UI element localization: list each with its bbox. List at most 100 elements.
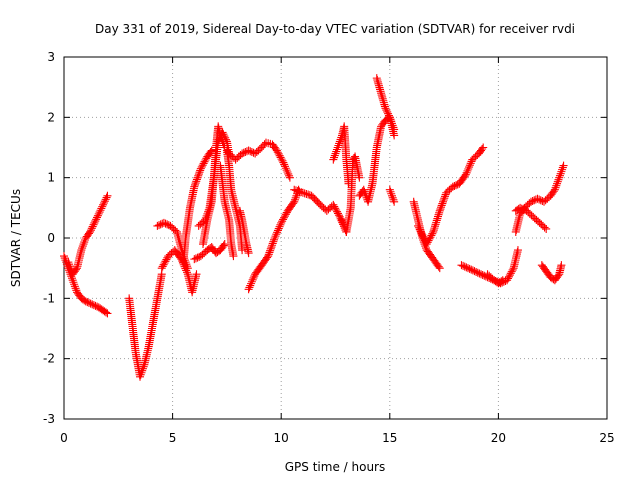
data-point-arc-23	[460, 262, 469, 271]
data-point-arc-22	[462, 168, 471, 177]
data-point-arc-12	[281, 164, 290, 173]
data-point-arc-6	[192, 177, 201, 186]
data-point-arc-2	[64, 258, 73, 267]
data-points	[60, 74, 568, 381]
data-point-arc-15	[291, 186, 300, 195]
data-point-arc-19	[390, 125, 399, 134]
data-point-arc-12	[280, 160, 289, 169]
data-point-arc-24	[505, 271, 514, 280]
data-point-arc-22	[439, 195, 448, 204]
data-point-arc-14	[268, 241, 277, 250]
data-point-arc-26	[516, 203, 525, 212]
data-point-arc-22	[440, 192, 449, 201]
data-point-arc-22	[448, 182, 457, 191]
data-point-arc-15	[333, 207, 342, 216]
data-point-arc-18	[359, 185, 368, 194]
data-point-arc-16	[332, 147, 341, 156]
data-point-arc-12	[285, 173, 294, 182]
data-point-arc-2	[84, 229, 93, 238]
data-point-arc-2	[94, 209, 103, 218]
data-point-arc-23	[472, 267, 481, 276]
data-point-arc-2	[77, 246, 86, 255]
data-point-arc-2	[99, 199, 108, 208]
data-point-arc-1	[72, 286, 81, 295]
data-point-arc-2	[78, 244, 87, 253]
data-point-arc-3	[138, 364, 147, 373]
data-point-arc-22	[429, 227, 438, 236]
data-point-arc-12	[274, 149, 283, 158]
data-point-arc-1	[70, 282, 79, 291]
data-point-arc-22	[478, 145, 487, 154]
data-point-arc-16	[329, 155, 338, 164]
data-point-arc-14	[247, 277, 256, 286]
data-point-arc-5	[182, 268, 191, 277]
data-point-arc-14	[280, 212, 289, 221]
x-tick-label: 25	[599, 431, 614, 445]
data-point-arc-16	[333, 143, 342, 152]
data-point-arc-2	[95, 208, 104, 217]
data-point-arc-6	[192, 175, 201, 184]
data-point-arc-22	[424, 236, 433, 245]
data-point-arc-22	[465, 163, 474, 172]
data-point-arc-9	[222, 135, 231, 144]
data-point-arc-22	[433, 214, 442, 223]
data-point-arc-25	[533, 194, 542, 203]
data-point-arc-15	[300, 189, 309, 198]
data-point-arc-12	[275, 151, 284, 160]
data-point-arc-6	[197, 162, 206, 171]
data-point-arc-19	[389, 123, 398, 132]
data-point-arc-15	[295, 187, 304, 196]
chart-title: Day 331 of 2019, Sidereal Day-to-day VTE…	[95, 22, 575, 36]
data-point-arc-6	[190, 180, 199, 189]
data-point-arc-14	[246, 281, 255, 290]
data-point-arc-24	[490, 276, 499, 285]
data-point-arc-13	[244, 249, 253, 258]
data-point-arc-22	[460, 172, 469, 181]
data-point-arc-1	[60, 254, 69, 263]
data-point-arc-19	[381, 104, 390, 113]
data-point-arc-2	[91, 217, 100, 226]
data-point-arc-22	[426, 233, 435, 242]
data-point-arc-14	[249, 273, 258, 282]
data-point-arc-9	[201, 213, 210, 222]
data-point-arc-22	[435, 208, 444, 217]
data-point-arc-14	[248, 275, 257, 284]
data-point-arc-16	[334, 141, 343, 150]
data-point-arc-14	[264, 250, 273, 259]
data-point-arc-1	[91, 301, 100, 310]
data-point-arc-7	[193, 253, 202, 262]
data-point-arc-14	[272, 230, 281, 239]
data-point-arc-24	[503, 276, 512, 285]
data-point-arc-25	[528, 197, 537, 206]
data-point-arc-14	[263, 253, 272, 262]
data-point-arc-22	[417, 229, 426, 238]
data-point-arc-2	[86, 227, 95, 236]
data-point-arc-22	[479, 143, 488, 152]
data-point-arc-22	[432, 218, 441, 227]
data-point-arc-24	[513, 246, 522, 255]
data-point-arc-4	[161, 219, 170, 228]
y-tick-label: 0	[47, 231, 55, 245]
data-point-arc-5	[180, 262, 189, 271]
data-point-arc-15	[302, 189, 311, 198]
data-point-arc-22	[427, 231, 436, 240]
data-point-arc-12	[281, 162, 290, 171]
data-point-arc-7	[190, 255, 199, 264]
data-point-arc-14	[269, 237, 278, 246]
data-point-arc-23	[473, 268, 482, 277]
data-point-arc-14	[276, 220, 285, 229]
data-point-arc-9	[219, 130, 228, 139]
data-point-arc-9	[201, 215, 210, 224]
data-point-arc-15	[334, 211, 343, 220]
data-point-arc-25	[558, 165, 567, 174]
grid	[64, 57, 607, 419]
data-point-arc-25	[535, 195, 544, 204]
data-point-arc-22	[431, 222, 440, 231]
data-point-arc-14	[281, 210, 290, 219]
data-point-arc-25	[555, 171, 564, 180]
data-point-arc-22	[415, 225, 424, 234]
data-point-arc-23	[462, 263, 471, 272]
data-point-arc-5	[162, 255, 171, 264]
data-point-arc-22	[431, 220, 440, 229]
